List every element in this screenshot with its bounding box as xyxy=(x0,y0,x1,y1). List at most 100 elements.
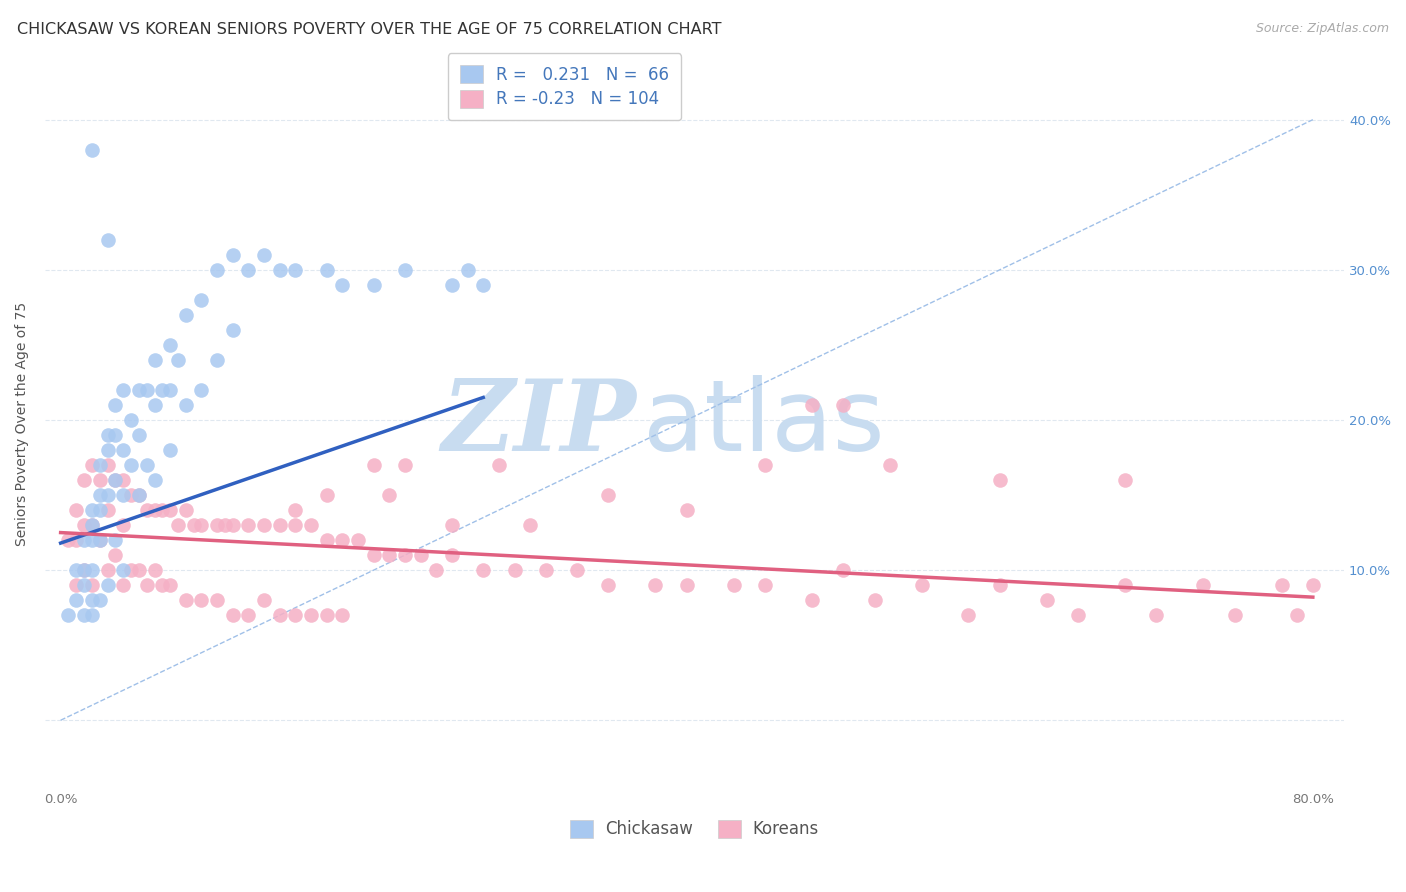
Point xyxy=(97,578,120,592)
Point xyxy=(332,277,354,292)
Point xyxy=(190,383,212,397)
Point xyxy=(73,608,96,623)
Point xyxy=(159,503,181,517)
Point xyxy=(104,548,127,562)
Point xyxy=(112,578,135,592)
Point xyxy=(159,578,181,592)
Point xyxy=(135,503,157,517)
Point xyxy=(112,563,135,577)
Point xyxy=(754,578,776,592)
Point xyxy=(143,352,166,367)
Point xyxy=(253,248,276,262)
Point xyxy=(214,518,236,533)
Point xyxy=(112,383,135,397)
Point xyxy=(104,398,127,412)
Point xyxy=(112,473,135,487)
Point xyxy=(205,262,228,277)
Point xyxy=(1067,608,1090,623)
Legend: Chickasaw, Koreans: Chickasaw, Koreans xyxy=(564,813,825,845)
Point xyxy=(253,593,276,607)
Point xyxy=(675,578,697,592)
Point xyxy=(363,458,385,472)
Point xyxy=(205,352,228,367)
Point xyxy=(174,398,197,412)
Point xyxy=(1114,473,1136,487)
Point xyxy=(315,608,337,623)
Point xyxy=(269,518,291,533)
Point xyxy=(89,458,111,472)
Point xyxy=(65,578,87,592)
Point xyxy=(80,593,103,607)
Point xyxy=(143,563,166,577)
Point xyxy=(159,338,181,352)
Point xyxy=(832,398,855,412)
Point xyxy=(104,473,127,487)
Point xyxy=(65,533,87,547)
Point xyxy=(238,608,260,623)
Point xyxy=(65,563,87,577)
Point xyxy=(190,593,212,607)
Point xyxy=(457,262,479,277)
Point xyxy=(472,277,495,292)
Point xyxy=(472,563,495,577)
Point xyxy=(503,563,526,577)
Point xyxy=(73,533,96,547)
Point xyxy=(284,608,307,623)
Point xyxy=(120,458,142,472)
Point xyxy=(104,428,127,442)
Point xyxy=(723,578,745,592)
Point xyxy=(150,578,173,592)
Point xyxy=(347,533,370,547)
Point xyxy=(159,442,181,457)
Point xyxy=(73,563,96,577)
Point xyxy=(112,488,135,502)
Point xyxy=(910,578,932,592)
Point xyxy=(97,488,120,502)
Point xyxy=(97,428,120,442)
Point xyxy=(332,533,354,547)
Point xyxy=(1302,578,1324,592)
Point xyxy=(128,488,150,502)
Point xyxy=(143,398,166,412)
Point xyxy=(150,383,173,397)
Point xyxy=(80,518,103,533)
Point xyxy=(128,428,150,442)
Point xyxy=(222,248,245,262)
Point xyxy=(222,518,245,533)
Point xyxy=(89,533,111,547)
Point xyxy=(222,608,245,623)
Point xyxy=(284,262,307,277)
Point xyxy=(174,593,197,607)
Point xyxy=(167,352,190,367)
Point xyxy=(440,277,463,292)
Point xyxy=(73,563,96,577)
Point xyxy=(80,458,103,472)
Point xyxy=(644,578,666,592)
Point xyxy=(253,518,276,533)
Point xyxy=(190,518,212,533)
Point xyxy=(440,518,463,533)
Point xyxy=(167,518,190,533)
Point xyxy=(222,323,245,337)
Point xyxy=(879,458,901,472)
Point xyxy=(58,533,80,547)
Point xyxy=(159,383,181,397)
Point xyxy=(800,398,823,412)
Point xyxy=(957,608,980,623)
Point xyxy=(1114,578,1136,592)
Point xyxy=(143,503,166,517)
Point xyxy=(80,533,103,547)
Point xyxy=(80,143,103,157)
Point xyxy=(315,533,337,547)
Point xyxy=(143,473,166,487)
Point xyxy=(128,383,150,397)
Text: ZIP: ZIP xyxy=(441,376,636,472)
Point xyxy=(988,578,1011,592)
Point xyxy=(97,458,120,472)
Point xyxy=(89,488,111,502)
Point xyxy=(174,503,197,517)
Text: atlas: atlas xyxy=(643,376,884,472)
Point xyxy=(190,293,212,307)
Point xyxy=(58,608,80,623)
Point xyxy=(135,383,157,397)
